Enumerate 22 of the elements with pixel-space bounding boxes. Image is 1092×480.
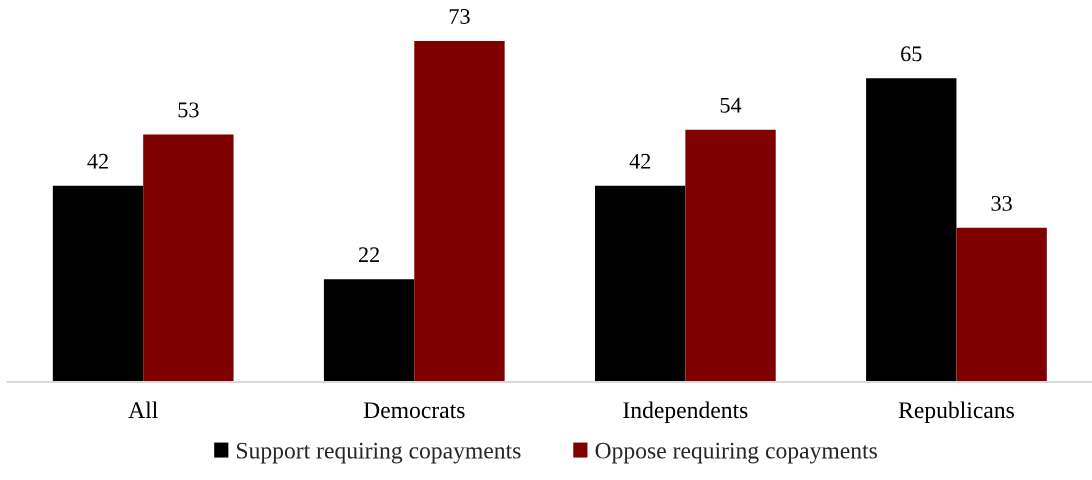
bar: [866, 78, 957, 383]
bar: [323, 279, 415, 383]
data-label: 22: [358, 247, 379, 263]
data-label: 42: [629, 153, 651, 169]
data-label: 65: [901, 46, 922, 62]
legend-label: Oppose requiring copayments: [595, 442, 877, 464]
bar: [685, 129, 776, 383]
data-label: 53: [178, 102, 199, 118]
x-tick-label: Democrats: [363, 402, 465, 419]
data-label: 42: [87, 153, 108, 169]
bar: [143, 134, 234, 383]
data-label: 33: [991, 195, 1012, 211]
bar: [414, 40, 505, 383]
bar: [956, 227, 1047, 383]
data-label: 73: [449, 8, 470, 24]
bar: [595, 185, 686, 383]
x-tick-label: All: [128, 401, 158, 418]
x-tick-label: Independents: [623, 401, 748, 423]
legend-label: Support requiring copayments: [237, 442, 521, 464]
data-label: 54: [720, 97, 742, 113]
bar: [52, 185, 144, 383]
x-tick-label: Republicans: [898, 401, 1014, 423]
